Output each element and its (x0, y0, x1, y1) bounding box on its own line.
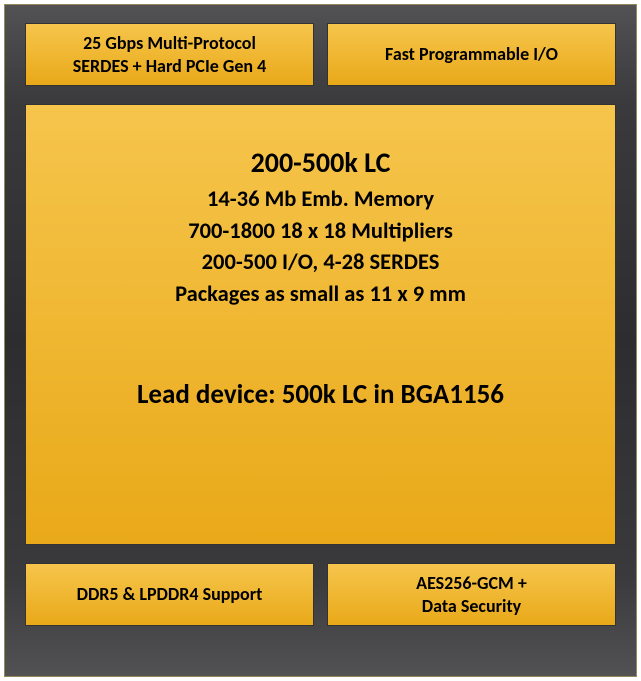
feature-text-line: Fast Programmable I/O (385, 43, 558, 66)
feature-text-line: Data Security (422, 595, 521, 618)
core-title: 200-500k LC (251, 145, 391, 180)
feature-text-line: AES256-GCM + (416, 572, 527, 595)
feature-box-fast-io: Fast Programmable I/O (327, 23, 616, 86)
feature-box-ddr: DDR5 & LPDDR4 Support (25, 563, 314, 626)
diagram-frame: 25 Gbps Multi-Protocol SERDES + Hard PCI… (4, 4, 637, 677)
core-spec-line: 700-1800 18 x 18 Multipliers (188, 216, 453, 248)
feature-box-security: AES256-GCM + Data Security (327, 563, 616, 626)
feature-box-serdes-pcie: 25 Gbps Multi-Protocol SERDES + Hard PCI… (25, 23, 314, 86)
feature-text-line: DDR5 & LPDDR4 Support (77, 583, 263, 606)
lead-device-line: Lead device: 500k LC in BGA1156 (137, 378, 504, 411)
bottom-row: DDR5 & LPDDR4 Support AES256-GCM + Data … (25, 563, 616, 626)
core-specs-box: 200-500k LC 14-36 Mb Emb. Memory 700-180… (25, 104, 616, 545)
core-spec-line: Packages as small as 11 x 9 mm (175, 279, 466, 311)
feature-text-line: 25 Gbps Multi-Protocol (83, 32, 256, 55)
core-spec-line: 14-36 Mb Emb. Memory (207, 184, 434, 216)
feature-text-line: SERDES + Hard PCIe Gen 4 (73, 55, 267, 78)
core-spec-line: 200-500 I/O, 4-28 SERDES (202, 247, 440, 279)
top-row: 25 Gbps Multi-Protocol SERDES + Hard PCI… (25, 23, 616, 86)
